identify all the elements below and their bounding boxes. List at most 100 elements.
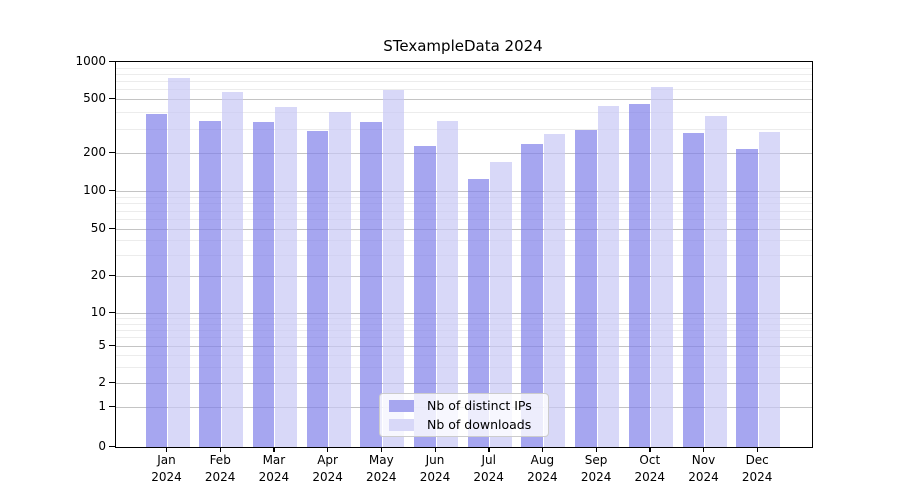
x-tick-label-oct: Oct 2024 bbox=[634, 453, 666, 484]
bar-distinct-ips-feb bbox=[199, 120, 221, 447]
x-tick-label-jan: Jan 2024 bbox=[151, 453, 182, 484]
legend-item-downloads: Nb of downloads bbox=[389, 417, 548, 432]
y-tick-mark-500 bbox=[109, 97, 115, 99]
y-tick-label-0: 0 bbox=[98, 439, 106, 453]
bar-distinct-ips-dec bbox=[736, 148, 758, 447]
y-tick-label-1: 1 bbox=[98, 399, 106, 413]
bar-downloads-jul bbox=[490, 161, 512, 447]
gridline-minor-4 bbox=[116, 355, 812, 356]
bar-downloads-aug bbox=[543, 134, 566, 447]
y-tick-mark-50 bbox=[109, 227, 115, 229]
bar-distinct-ips-oct bbox=[628, 103, 651, 447]
x-tick-label-feb: Feb 2024 bbox=[204, 453, 236, 484]
gridline-minor-70 bbox=[116, 210, 812, 212]
bar-distinct-ips-may bbox=[360, 121, 382, 447]
x-tick-mark-jan bbox=[166, 447, 168, 452]
bar-distinct-ips-jan bbox=[145, 113, 167, 447]
x-tick-label-nov: Nov 2024 bbox=[688, 453, 719, 484]
x-tick-mark-feb bbox=[219, 447, 222, 452]
legend-label-downloads: Nb of downloads bbox=[427, 417, 532, 432]
y-tick-mark-200 bbox=[109, 151, 115, 153]
y-tick-mark-10 bbox=[109, 311, 115, 313]
gridline-major-500 bbox=[116, 99, 812, 100]
gridline-minor-8 bbox=[116, 323, 812, 325]
gridline-major-2 bbox=[116, 383, 812, 384]
gridline-major-20 bbox=[116, 276, 812, 277]
gridline-minor-80 bbox=[116, 203, 812, 205]
bar-downloads-dec bbox=[758, 132, 781, 447]
y-tick-mark-100 bbox=[109, 189, 115, 191]
x-tick-mark-sep bbox=[595, 447, 597, 452]
y-tick-label-500: 500 bbox=[83, 91, 106, 105]
y-tick-label-5: 5 bbox=[98, 338, 106, 352]
gridline-major-50 bbox=[116, 229, 812, 230]
bar-distinct-ips-nov bbox=[682, 133, 704, 447]
y-tick-mark-5 bbox=[109, 344, 115, 346]
x-tick-label-may: May 2024 bbox=[366, 453, 397, 484]
gridline-minor-30 bbox=[116, 255, 812, 257]
gridline-minor-400 bbox=[116, 112, 812, 114]
bar-distinct-ips-sep bbox=[575, 130, 597, 447]
y-tick-label-1000: 1000 bbox=[75, 54, 106, 68]
y-tick-mark-1000 bbox=[109, 60, 115, 62]
gridline-minor-6 bbox=[116, 337, 812, 339]
bar-downloads-may bbox=[382, 90, 405, 447]
y-tick-mark-2 bbox=[109, 381, 115, 383]
bar-distinct-ips-aug bbox=[521, 143, 543, 447]
gridline-minor-300 bbox=[116, 129, 812, 131]
bar-downloads-feb bbox=[221, 92, 244, 447]
bar-downloads-jun bbox=[436, 120, 458, 447]
x-tick-mark-nov bbox=[703, 447, 705, 452]
bar-downloads-jan bbox=[168, 78, 190, 447]
bar-downloads-sep bbox=[597, 105, 620, 447]
x-tick-label-apr: Apr 2024 bbox=[312, 453, 343, 484]
gridline-major-5 bbox=[116, 346, 812, 347]
gridline-minor-9 bbox=[116, 318, 812, 320]
bar-distinct-ips-mar bbox=[252, 121, 275, 447]
plot-area bbox=[115, 61, 813, 448]
x-tick-mark-jun bbox=[434, 447, 436, 452]
x-tick-mark-mar bbox=[273, 447, 275, 452]
y-tick-mark-20 bbox=[109, 274, 115, 276]
y-tick-label-50: 50 bbox=[90, 221, 106, 235]
gridline-minor-60 bbox=[116, 219, 812, 220]
gridline-minor-700 bbox=[116, 81, 812, 83]
downloads-swatch bbox=[389, 418, 414, 431]
x-tick-label-jun: Jun 2024 bbox=[419, 453, 451, 484]
legend-label-distinct-ips: Nb of distinct IPs bbox=[427, 398, 532, 413]
y-tick-mark-0 bbox=[109, 445, 115, 447]
x-tick-label-jul: Jul 2024 bbox=[473, 453, 504, 484]
y-tick-label-10: 10 bbox=[90, 305, 106, 319]
x-tick-mark-dec bbox=[756, 447, 759, 452]
gridline-minor-90 bbox=[116, 196, 812, 198]
gridline-minor-7 bbox=[116, 329, 812, 331]
y-tick-label-20: 20 bbox=[90, 268, 106, 282]
gridline-minor-600 bbox=[116, 89, 812, 91]
bar-downloads-mar bbox=[275, 107, 297, 447]
bar-downloads-apr bbox=[329, 112, 351, 447]
gridline-minor-900 bbox=[116, 67, 812, 69]
x-tick-mark-apr bbox=[327, 447, 329, 452]
gridline-major-200 bbox=[116, 153, 812, 154]
gridline-minor-3 bbox=[116, 366, 812, 368]
legend-item-distinct-ips: Nb of distinct IPs bbox=[389, 398, 548, 413]
gridline-minor-40 bbox=[116, 240, 812, 242]
bar-distinct-ips-jul bbox=[467, 178, 490, 447]
y-tick-mark-1 bbox=[109, 405, 115, 407]
x-tick-label-sep: Sep 2024 bbox=[580, 453, 612, 484]
x-tick-label-aug: Aug 2024 bbox=[527, 453, 558, 484]
bar-distinct-ips-apr bbox=[306, 131, 329, 447]
x-tick-label-dec: Dec 2024 bbox=[741, 453, 773, 484]
distinct-ips-swatch bbox=[389, 399, 414, 412]
bar-distinct-ips-jun bbox=[414, 146, 436, 447]
legend: Nb of distinct IPs Nb of downloads bbox=[379, 393, 549, 437]
gridline-minor-800 bbox=[116, 73, 812, 75]
x-tick-mark-aug bbox=[541, 447, 544, 452]
bar-downloads-oct bbox=[651, 86, 673, 447]
x-tick-label-mar: Mar 2024 bbox=[258, 453, 290, 484]
chart-title: STexampleData 2024 bbox=[383, 37, 543, 55]
bar-downloads-nov bbox=[705, 115, 727, 447]
y-tick-label-200: 200 bbox=[83, 145, 106, 159]
x-tick-mark-oct bbox=[649, 447, 651, 452]
